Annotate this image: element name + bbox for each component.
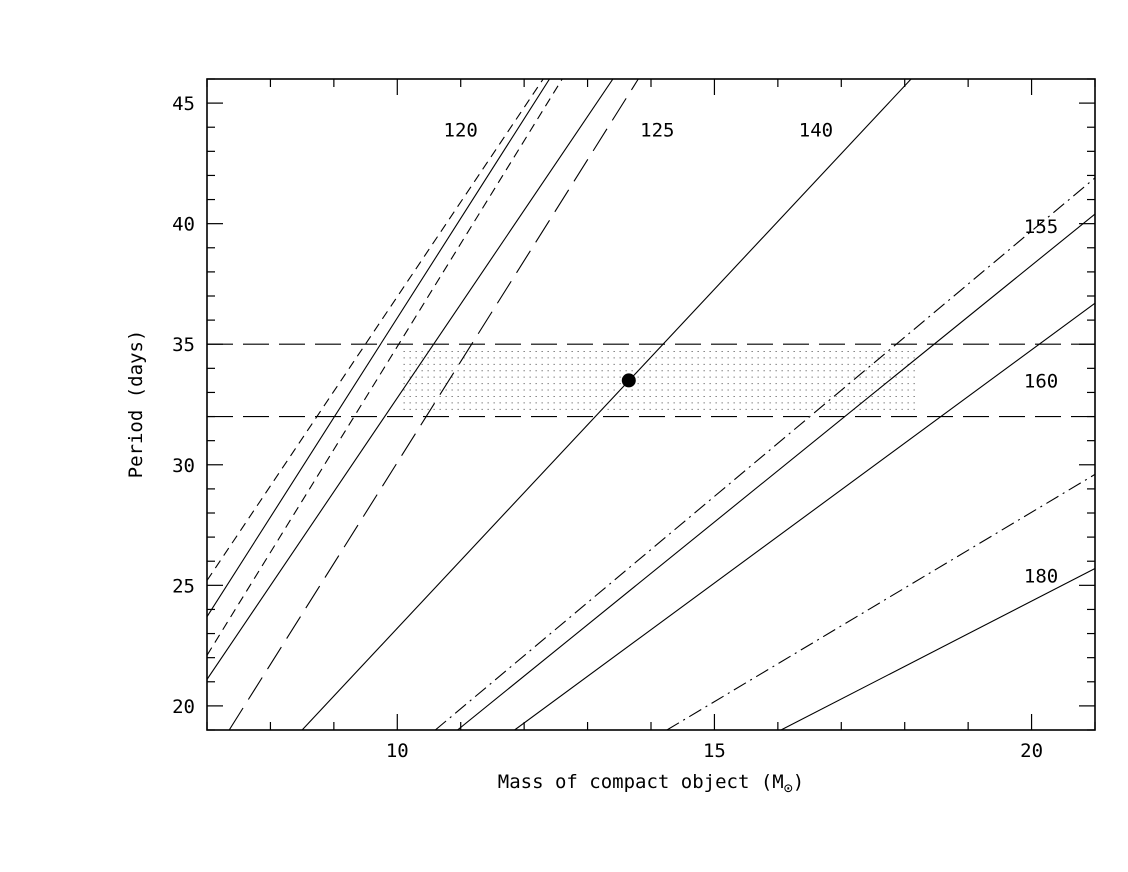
line-label-180: 180 <box>1024 566 1058 588</box>
series-line-4 <box>207 79 614 680</box>
series-line-10 <box>666 473 1095 730</box>
line-label-125: 125 <box>640 120 674 142</box>
plot-frame <box>206 78 1096 731</box>
series-line-2 <box>207 79 550 617</box>
marker-layer <box>621 373 636 388</box>
x-tick-label: 10 <box>386 740 409 762</box>
x-axis-label: Mass of compact object (M⊙) <box>498 771 804 797</box>
x-tick-label: 15 <box>703 740 726 762</box>
series-line-9 <box>514 302 1095 730</box>
line-label-140: 140 <box>799 120 833 142</box>
line-label-155: 155 <box>1024 216 1058 238</box>
series-line-11 <box>780 568 1095 730</box>
y-tick-label: 25 <box>172 575 195 597</box>
y-tick-label: 30 <box>172 455 195 477</box>
line-label-160: 160 <box>1024 370 1058 392</box>
x-tick-label: 20 <box>1020 740 1043 762</box>
y-tick-label: 35 <box>172 334 195 356</box>
series-line-6 <box>301 79 912 730</box>
y-tick-label: 20 <box>172 696 195 718</box>
series-line-7 <box>434 177 1095 730</box>
series-line-8 <box>457 213 1095 730</box>
y-tick-label: 40 <box>172 214 195 236</box>
series-line-1 <box>207 79 544 581</box>
shaded-region <box>403 350 918 410</box>
line-labels: 120 125 140 155 160 180 <box>444 120 1059 588</box>
axis-ticks: 10 15 20 20 25 30 35 40 45 <box>172 78 1096 762</box>
line-label-120: 120 <box>444 120 478 142</box>
series-line-5 <box>228 79 639 730</box>
series-layer <box>207 79 1095 730</box>
y-tick-label: 45 <box>172 93 195 115</box>
reference-lines <box>207 343 1095 418</box>
y-axis-label: Period (days) <box>125 330 147 479</box>
observed-point <box>621 373 636 388</box>
series-line-3 <box>207 79 563 656</box>
